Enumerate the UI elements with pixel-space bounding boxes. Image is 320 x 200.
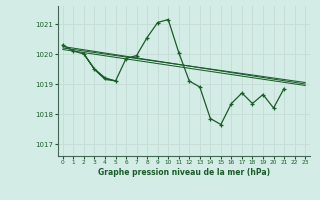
X-axis label: Graphe pression niveau de la mer (hPa): Graphe pression niveau de la mer (hPa) [98,168,270,177]
